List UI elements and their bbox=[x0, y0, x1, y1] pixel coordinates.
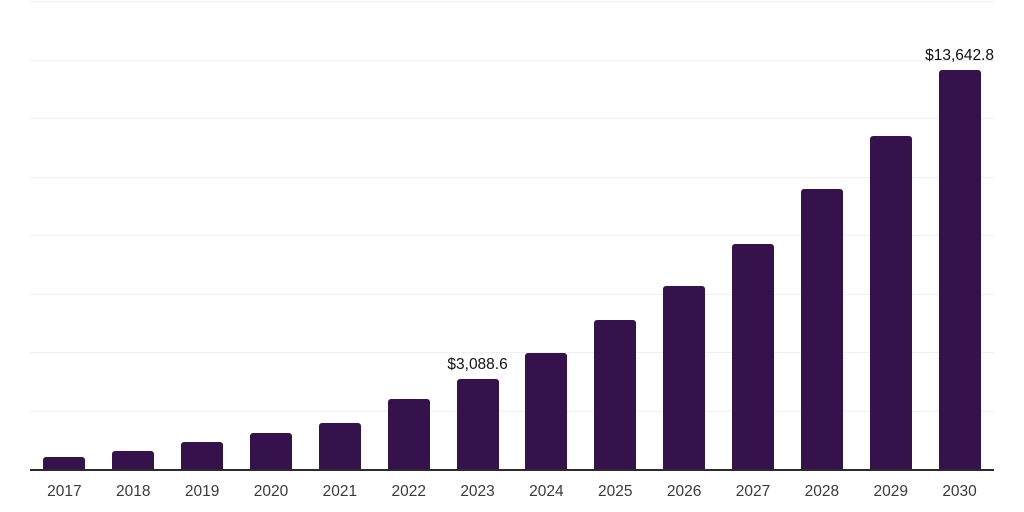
x-tick-label-2025: 2025 bbox=[598, 483, 633, 500]
gridline bbox=[30, 235, 994, 236]
x-tick-label-2020: 2020 bbox=[253, 483, 289, 500]
x-tick-label-2024: 2024 bbox=[529, 483, 564, 500]
x-tick-label-2029: 2029 bbox=[873, 483, 908, 500]
bar-2017 bbox=[43, 457, 86, 469]
bar-2025 bbox=[594, 319, 637, 469]
bar-2029 bbox=[869, 135, 912, 469]
axis-line bbox=[30, 469, 994, 471]
bar-2022 bbox=[387, 399, 430, 469]
gridline bbox=[30, 352, 994, 353]
gridline bbox=[30, 294, 994, 295]
bar-2020 bbox=[250, 433, 292, 469]
bar-2018 bbox=[112, 450, 155, 469]
bar-2030 bbox=[938, 69, 981, 469]
x-tick-label-2026: 2026 bbox=[666, 483, 702, 500]
bar-2028 bbox=[800, 189, 843, 469]
bar-2019 bbox=[181, 442, 224, 469]
bar-2026 bbox=[663, 286, 706, 469]
x-tick-label-2023: 2023 bbox=[460, 483, 495, 500]
gridline bbox=[30, 411, 994, 412]
gridline bbox=[30, 177, 994, 178]
data-label-2030: $13,642.8 bbox=[925, 46, 995, 64]
x-tick-label-2018: 2018 bbox=[116, 483, 151, 500]
gridline bbox=[30, 60, 994, 61]
x-tick-label-2021: 2021 bbox=[322, 483, 358, 500]
x-tick-label-2022: 2022 bbox=[391, 483, 426, 500]
x-tick-label-2030: 2030 bbox=[942, 483, 977, 500]
bar-2024 bbox=[525, 353, 568, 469]
bar-2021 bbox=[318, 423, 361, 469]
x-tick-label-2028: 2028 bbox=[804, 483, 840, 500]
bar-2027 bbox=[732, 243, 774, 469]
x-tick-label-2027: 2027 bbox=[735, 483, 771, 500]
bar-2023 bbox=[456, 378, 499, 469]
gridline bbox=[30, 118, 994, 119]
x-tick-label-2017: 2017 bbox=[47, 483, 82, 500]
gridline bbox=[30, 1, 994, 2]
x-tick-label-2019: 2019 bbox=[184, 483, 220, 500]
data-label-2023: $3,088.6 bbox=[447, 355, 508, 373]
